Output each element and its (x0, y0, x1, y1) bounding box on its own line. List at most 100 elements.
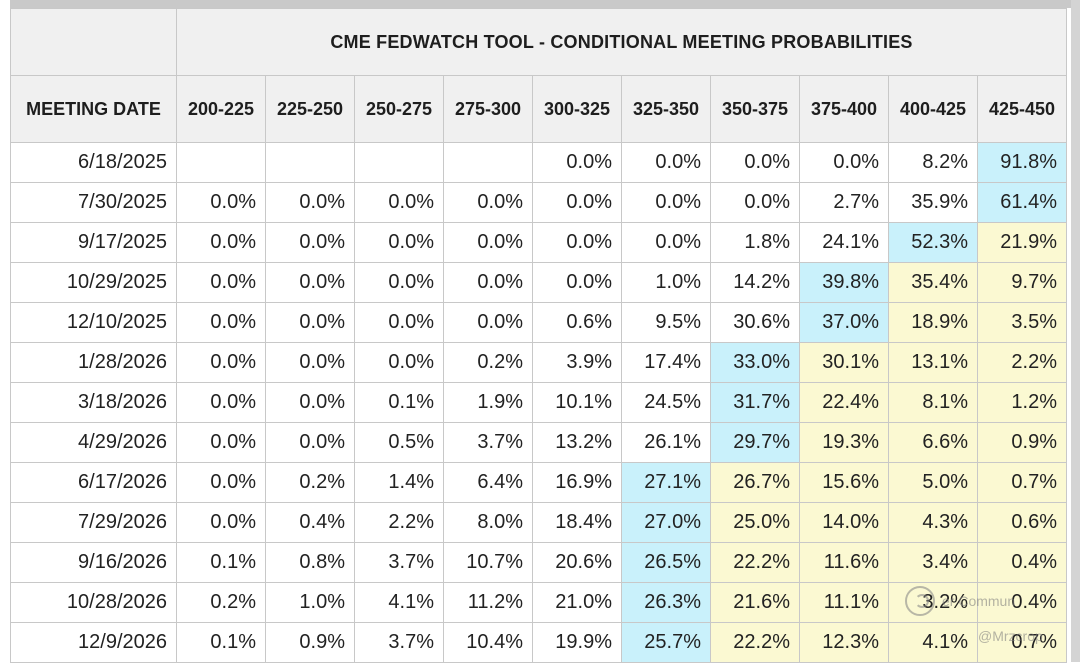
probability-cell (265, 142, 355, 183)
probability-cell: 22.2% (710, 542, 800, 583)
probability-cell: 24.1% (799, 222, 889, 263)
probability-cell: 0.0% (354, 342, 444, 383)
rate-range-header: 275-300 (443, 75, 533, 143)
probability-cell: 0.0% (799, 142, 889, 183)
table-row: 10/28/2026 0.2% 1.0% 4.1% 11.2% 21.0% 26.3% 21.… (10, 582, 1067, 623)
probability-cell: 0.0% (354, 262, 444, 303)
probability-cell: 26.1% (621, 422, 711, 463)
probability-cell: 5.0% (888, 462, 978, 503)
probability-cell: 4.3% (888, 502, 978, 543)
probability-cell: 0.0% (265, 182, 355, 223)
meeting-date-cell: 9/16/2026 (10, 542, 177, 583)
probability-cell: 0.1% (176, 542, 266, 583)
probability-cell: 0.0% (265, 382, 355, 423)
rate-range-header: 250-275 (354, 75, 444, 143)
probability-cell: 21.6% (710, 582, 800, 623)
right-edge-strip (1071, 0, 1080, 662)
probability-cell: 6.6% (888, 422, 978, 463)
probability-cell: 0.0% (265, 422, 355, 463)
meeting-date-cell: 1/28/2026 (10, 342, 177, 383)
probability-cell: 39.8% (799, 262, 889, 303)
probability-cell: 1.0% (265, 582, 355, 623)
probability-cell: 0.9% (977, 422, 1067, 463)
table-row: 9/16/2026 0.1% 0.8% 3.7% 10.7% 20.6% 26.5% 22.2… (10, 542, 1067, 583)
probability-cell: 1.9% (443, 382, 533, 423)
probability-cell: 3.7% (354, 542, 444, 583)
probability-cell: 0.0% (176, 502, 266, 543)
probability-cell: 1.8% (710, 222, 800, 263)
meeting-date-cell: 4/29/2026 (10, 422, 177, 463)
probability-cell: 0.0% (265, 262, 355, 303)
probability-cell: 0.0% (443, 182, 533, 223)
probability-cell: 0.0% (621, 222, 711, 263)
meeting-date-cell: 12/9/2026 (10, 622, 177, 663)
probability-cell: 0.1% (176, 622, 266, 663)
probability-cell: 0.0% (265, 302, 355, 343)
probability-cell: 35.4% (888, 262, 978, 303)
table-row: 9/17/2025 0.0% 0.0% 0.0% 0.0% 0.0% 0.0% 1.8% 24.… (10, 222, 1067, 263)
probability-cell: 2.2% (977, 342, 1067, 383)
probability-cell: 11.6% (799, 542, 889, 583)
title-row: CME FEDWATCH TOOL - CONDITIONAL MEETING … (10, 8, 1067, 76)
probability-cell: 0.2% (265, 462, 355, 503)
probability-cell: 11.1% (799, 582, 889, 623)
table-row: 6/18/2025 0.0% 0.0% 0.0% 0.0% 8.2% 91.8% (10, 142, 1067, 183)
probability-cell: 10.1% (532, 382, 622, 423)
table-row: 1/28/2026 0.0% 0.0% 0.0% 0.2% 3.9% 17.4% 33.0% 3… (10, 342, 1067, 383)
table-row: 3/18/2026 0.0% 0.0% 0.1% 1.9% 10.1% 24.5% 31.7%… (10, 382, 1067, 423)
probability-cell: 13.1% (888, 342, 978, 383)
probability-cell: 0.0% (532, 182, 622, 223)
probability-cell: 0.1% (354, 382, 444, 423)
top-edge-strip (0, 0, 1080, 8)
probability-cell: 29.7% (710, 422, 800, 463)
corner-cell (10, 8, 177, 76)
probability-cell: 8.2% (888, 142, 978, 183)
rate-range-header: 425-450 (977, 75, 1067, 143)
meeting-date-cell: 3/18/2026 (10, 382, 177, 423)
probability-cell: 0.0% (354, 302, 444, 343)
probability-cell: 22.2% (710, 622, 800, 663)
rate-range-header: 375-400 (799, 75, 889, 143)
meeting-date-cell: 7/29/2026 (10, 502, 177, 543)
probability-cell: 0.0% (176, 222, 266, 263)
probability-cell: 26.5% (621, 542, 711, 583)
table-row: 4/29/2026 0.0% 0.0% 0.5% 3.7% 13.2% 26.1% 29.7%… (10, 422, 1067, 463)
probability-cell: 0.0% (354, 182, 444, 223)
probability-cell: 0.0% (265, 222, 355, 263)
table-row: 10/29/2025 0.0% 0.0% 0.0% 0.0% 0.0% 1.0% 14.2% 3… (10, 262, 1067, 303)
probability-cell: 2.7% (799, 182, 889, 223)
watermark-text: er Commun (942, 593, 1016, 609)
probability-cell: 13.2% (532, 422, 622, 463)
probability-cell: 25.0% (710, 502, 800, 543)
probability-cell: 21.0% (532, 582, 622, 623)
probability-cell: 0.0% (176, 262, 266, 303)
probability-cell: 33.0% (710, 342, 800, 383)
probability-cell: 0.0% (176, 302, 266, 343)
probability-cell: 25.7% (621, 622, 711, 663)
probability-cell: 18.4% (532, 502, 622, 543)
left-edge (0, 0, 10, 662)
table-row: 12/9/2026 0.1% 0.9% 3.7% 10.4% 19.9% 25.7% 22.2… (10, 622, 1067, 663)
probability-cell: 0.0% (710, 182, 800, 223)
probability-cell: 3.9% (532, 342, 622, 383)
table-row: 7/29/2026 0.0% 0.4% 2.2% 8.0% 18.4% 27.0% 25.0%… (10, 502, 1067, 543)
probability-cell (354, 142, 444, 183)
probability-cell: 18.9% (888, 302, 978, 343)
probability-cell: 0.0% (176, 382, 266, 423)
probability-cell: 61.4% (977, 182, 1067, 223)
probability-cell: 8.0% (443, 502, 533, 543)
probability-cell: 24.5% (621, 382, 711, 423)
probability-cell: 27.0% (621, 502, 711, 543)
rate-range-header: 300-325 (532, 75, 622, 143)
probability-cell: 0.0% (354, 222, 444, 263)
table-title: CME FEDWATCH TOOL - CONDITIONAL MEETING … (176, 8, 1067, 76)
meeting-date-cell: 7/30/2025 (10, 182, 177, 223)
probability-cell: 10.4% (443, 622, 533, 663)
probability-cell: 19.9% (532, 622, 622, 663)
probability-cell: 1.4% (354, 462, 444, 503)
probability-cell: 26.7% (710, 462, 800, 503)
meeting-date-cell: 6/17/2026 (10, 462, 177, 503)
meeting-date-cell: 10/29/2025 (10, 262, 177, 303)
probability-cell: 14.0% (799, 502, 889, 543)
probability-cell: 19.3% (799, 422, 889, 463)
